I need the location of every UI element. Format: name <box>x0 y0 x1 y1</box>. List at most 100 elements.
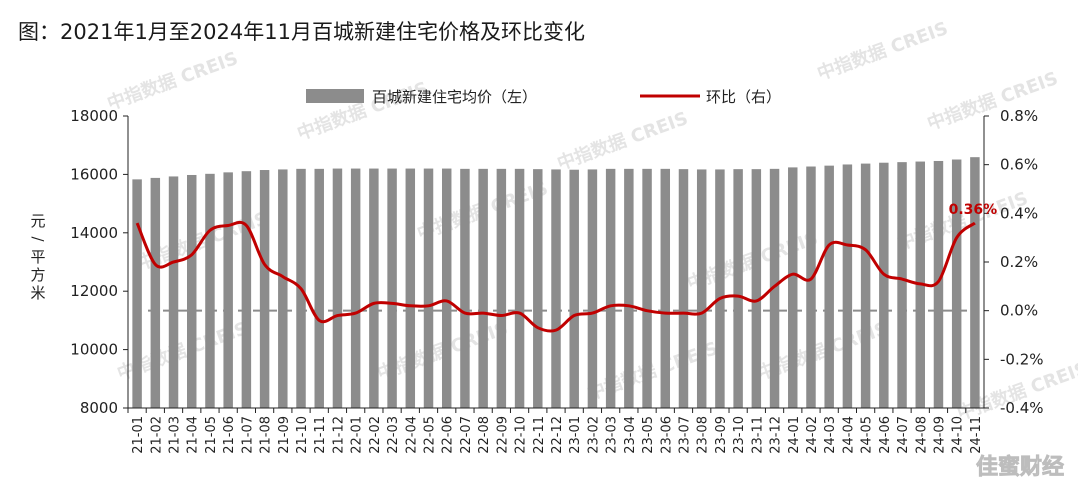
bar-23-11 <box>751 169 762 408</box>
x-tick-label-22-05: 22-05 <box>423 416 438 454</box>
left-tick-label: 8000 <box>80 399 118 417</box>
x-tick-label-23-04: 23-04 <box>623 416 638 454</box>
x-tick-label-23-06: 23-06 <box>659 416 674 454</box>
bar-24-04 <box>842 164 853 408</box>
bar-21-01 <box>132 179 142 408</box>
legend-swatch-bar <box>306 89 364 103</box>
x-tick-label-23-03: 23-03 <box>605 416 620 454</box>
bar-21-02 <box>150 177 161 408</box>
bar-24-11 <box>970 157 980 408</box>
left-axis-label-char: 平 <box>30 248 45 266</box>
bar-21-06 <box>223 172 233 408</box>
left-axis-label-char: / <box>29 236 47 242</box>
x-tick-label-23-11: 23-11 <box>750 416 765 454</box>
x-tick-label-21-04: 21-04 <box>186 416 201 454</box>
x-tick-label-22-08: 22-08 <box>477 416 492 454</box>
right-tick-label: -0.2% <box>1000 350 1044 368</box>
x-tick-label-24-11: 24-11 <box>969 416 984 454</box>
bar-21-04 <box>187 174 197 408</box>
x-tick-label-22-06: 22-06 <box>441 416 456 454</box>
x-tick-label-24-07: 24-07 <box>896 416 911 454</box>
x-tick-label-21-06: 21-06 <box>222 416 237 454</box>
x-tick-label-24-02: 24-02 <box>805 416 820 454</box>
bar-23-06 <box>660 168 671 408</box>
bar-24-01 <box>788 167 798 408</box>
bar-22-04 <box>405 168 416 408</box>
bars-layer <box>132 157 980 408</box>
x-tick-label-21-05: 21-05 <box>204 416 219 454</box>
bar-23-09 <box>715 169 725 408</box>
bar-23-08 <box>696 169 707 408</box>
bar-24-03 <box>824 165 834 408</box>
bar-22-06 <box>441 168 452 408</box>
x-tick-label-24-09: 24-09 <box>932 416 947 454</box>
x-tick-label-23-05: 23-05 <box>641 416 656 454</box>
chart-title: 图：2021年1月至2024年11月百城新建住宅价格及环比变化 <box>18 20 585 44</box>
bar-24-09 <box>933 160 944 408</box>
last-value-annotation: 0.36% <box>949 202 998 218</box>
bar-22-02 <box>369 168 379 408</box>
x-tick-label-23-12: 23-12 <box>769 416 784 454</box>
x-tick-label-24-10: 24-10 <box>951 416 966 454</box>
x-tick-label-21-12: 21-12 <box>331 416 346 454</box>
right-tick-label: 0.2% <box>1000 253 1038 271</box>
bar-22-11 <box>533 169 543 408</box>
line-layer <box>135 220 976 333</box>
left-tick-label: 12000 <box>70 282 118 300</box>
bar-21-09 <box>278 169 288 408</box>
bar-23-10 <box>733 169 743 408</box>
bar-22-09 <box>496 168 507 408</box>
x-tick-label-23-07: 23-07 <box>677 416 692 454</box>
x-tick-label-22-12: 22-12 <box>550 416 565 454</box>
legend-label-line: 环比（右） <box>706 88 781 106</box>
left-axis-label: 元 / 平方米 <box>29 212 47 302</box>
x-tick-label-22-04: 22-04 <box>404 416 419 454</box>
bar-23-04 <box>624 168 634 408</box>
bar-22-08 <box>478 168 488 408</box>
x-tick-label-21-08: 21-08 <box>259 416 274 454</box>
x-tick-label-21-03: 21-03 <box>168 416 183 454</box>
x-tick-label-22-09: 22-09 <box>495 416 510 454</box>
x-tick-label-22-02: 22-02 <box>368 416 383 454</box>
bar-21-03 <box>168 176 179 408</box>
right-tick-label: 0.8% <box>1000 107 1038 125</box>
bar-21-12 <box>332 168 343 408</box>
legend: 百城新建住宅均价（左） 环比（右） <box>306 88 781 106</box>
x-tick-label-22-03: 22-03 <box>386 416 401 454</box>
left-tick-label: 10000 <box>70 341 118 359</box>
bar-23-12 <box>769 168 780 408</box>
left-tick-label: 18000 <box>70 107 118 125</box>
legend-label-bar: 百城新建住宅均价（左） <box>372 88 537 106</box>
left-tick-label: 14000 <box>70 224 118 242</box>
x-tick-label-22-01: 22-01 <box>350 416 365 454</box>
bar-22-03 <box>387 168 397 408</box>
x-tick-label-21-07: 21-07 <box>240 416 255 454</box>
bar-23-07 <box>678 169 689 408</box>
left-axis-label-char: 方 <box>30 266 45 284</box>
x-tick-label-24-03: 24-03 <box>823 416 838 454</box>
left-axis-label-char: 米 <box>30 284 45 302</box>
x-tick-label-24-01: 24-01 <box>787 416 802 454</box>
bar-24-10 <box>951 159 962 408</box>
x-tick-label-21-01: 21-01 <box>131 416 146 454</box>
annotations-layer: 0.36% 佳蜜财经 <box>949 202 1065 480</box>
bar-21-07 <box>241 171 252 408</box>
x-tick-label-21-02: 21-02 <box>149 416 164 454</box>
bar-23-01 <box>569 169 579 408</box>
bar-22-10 <box>514 168 525 408</box>
bar-23-05 <box>642 168 652 408</box>
x-tick-label-23-10: 23-10 <box>732 416 747 454</box>
watermark-text: 中指数据 CREIS <box>554 107 691 175</box>
x-tick-label-22-07: 22-07 <box>459 416 474 454</box>
watermark-text: 中指数据 CREIS <box>104 47 241 115</box>
bar-22-07 <box>460 168 470 408</box>
x-tick-label-24-04: 24-04 <box>841 416 856 454</box>
bar-22-01 <box>350 168 361 408</box>
axes-layer: 8000 10000 12000 14000 16000 18000 -0.4% -0.2% 0… <box>29 107 1044 454</box>
right-tick-label: 0.6% <box>1000 156 1038 174</box>
bar-22-12 <box>551 169 561 408</box>
x-tick-label-23-08: 23-08 <box>696 416 711 454</box>
bar-24-06 <box>879 162 889 408</box>
watermark-text: 中指数据 CREIS <box>814 17 951 85</box>
